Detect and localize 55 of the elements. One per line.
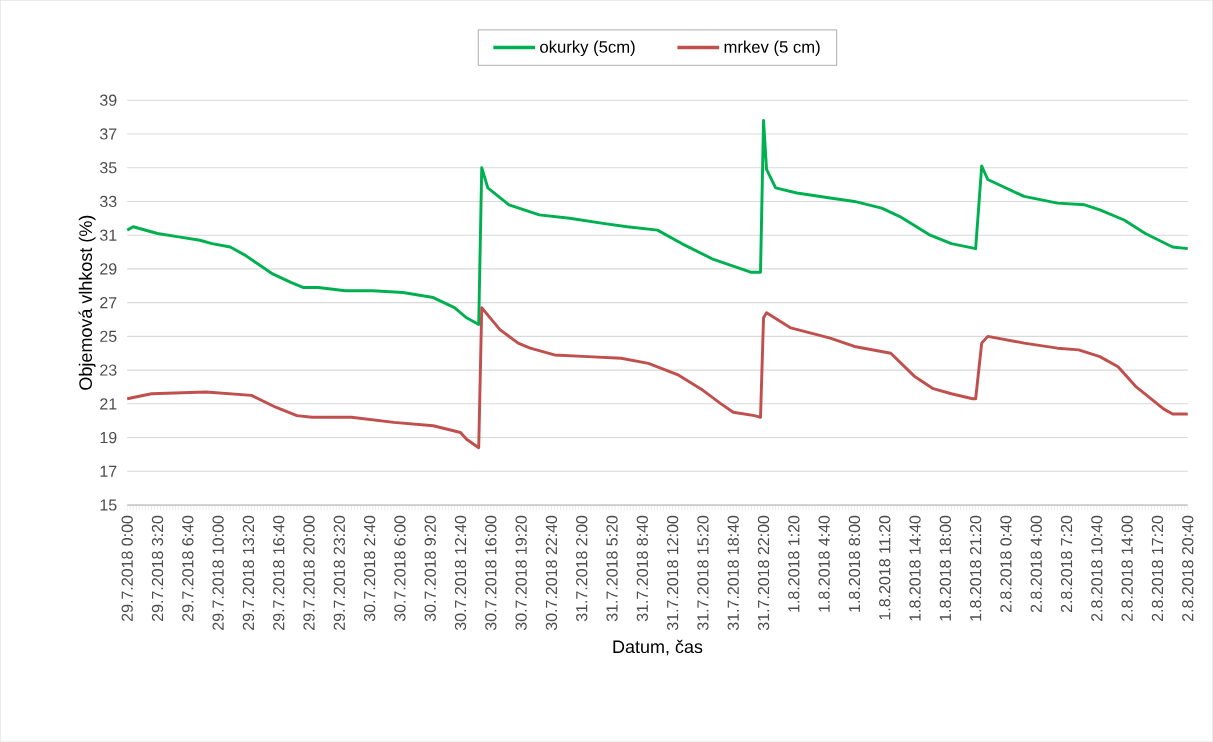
y-tick-label: 25	[100, 330, 117, 342]
x-tick-label: 31.7.2018 8:40	[636, 515, 648, 622]
x-tick-label: 30.7.2018 6:00	[394, 515, 406, 622]
x-tick-label: 1.8.2018 11:20	[879, 515, 891, 620]
x-axis-title: Datum, čas	[613, 639, 703, 656]
x-tick-label: 31.7.2018 18:40	[727, 515, 739, 630]
x-tick-label: 30.7.2018 16:00	[485, 515, 497, 630]
y-tick-label: 19	[100, 431, 117, 444]
y-tick-label: 17	[100, 465, 117, 477]
x-tick-label: 1.8.2018 14:40	[909, 515, 921, 621]
y-tick-label: 15	[100, 499, 117, 511]
x-tick-label: 29.7.2018 10:00	[212, 515, 224, 630]
y-tick-label: 39	[99, 94, 117, 106]
x-tick-label: 2.8.2018 14:00	[1121, 515, 1133, 621]
x-tick-label: 1.8.2018 1:20	[788, 515, 800, 612]
x-tick-label: 31.7.2018 12:00	[666, 515, 679, 630]
x-tick-label: 2.8.2018 4:00	[1030, 515, 1042, 613]
y-axis-title: Objemová vlhkost (%)	[78, 215, 96, 390]
x-tick-label: 1.8.2018 21:20	[969, 515, 982, 621]
x-tick-label: 30.7.2018 2:40	[363, 515, 376, 622]
x-tick-label: 30.7.2018 19:20	[515, 515, 527, 630]
x-tick-label: 31.7.2018 5:20	[606, 515, 618, 622]
x-tick-label: 2.8.2018 20:40	[1182, 515, 1194, 621]
y-tick-label: 33	[99, 195, 117, 207]
legend-label: okurky (5cm)	[540, 40, 635, 56]
x-tick-label: 29.7.2018 6:40	[182, 515, 194, 621]
x-tick-label: 2.8.2018 7:20	[1060, 515, 1073, 613]
x-tick-label: 1.8.2018 8:00	[848, 515, 861, 612]
x-tick-label: 29.7.2018 13:20	[242, 515, 255, 630]
y-tick-label: 23	[100, 364, 117, 376]
x-tick-label: 29.7.2018 23:20	[333, 515, 345, 630]
x-tick-label: 1.8.2018 18:00	[939, 515, 951, 621]
x-tick-label: 2.8.2018 17:20	[1151, 515, 1164, 621]
line-series	[125, 306, 1190, 450]
x-tick-label: 2.8.2018 10:40	[1091, 515, 1103, 621]
x-tick-label: 29.7.2018 16:40	[273, 515, 285, 630]
y-tick-label: 27	[100, 296, 117, 309]
x-tick-label: 30.7.2018 12:40	[454, 515, 467, 630]
x-tick-label: 31.7.2018 15:20	[697, 515, 709, 630]
x-tick-label: 31.7.2018 22:00	[757, 515, 770, 630]
y-tick-label: 29	[100, 263, 117, 275]
line-series	[125, 118, 1190, 326]
y-tick-label: 21	[100, 398, 117, 410]
x-tick-label: 29.7.2018 3:20	[151, 515, 164, 621]
x-tick-label: 30.7.2018 9:20	[424, 515, 436, 622]
x-tick-label: 2.8.2018 0:40	[1000, 515, 1012, 613]
y-tick-label: 37	[99, 128, 117, 140]
legend-label: mrkev (5 cm)	[724, 40, 820, 56]
x-tick-label: 29.7.2018 0:00	[121, 515, 133, 621]
x-tick-label: 29.7.2018 20:00	[303, 515, 315, 630]
x-tick-label: 30.7.2018 22:40	[545, 515, 558, 630]
x-tick-label: 1.8.2018 4:40	[818, 515, 830, 612]
x-tick-label: 31.7.2018 2:00	[576, 515, 588, 622]
y-tick-label: 35	[99, 161, 117, 174]
y-tick-label: 31	[99, 229, 117, 241]
